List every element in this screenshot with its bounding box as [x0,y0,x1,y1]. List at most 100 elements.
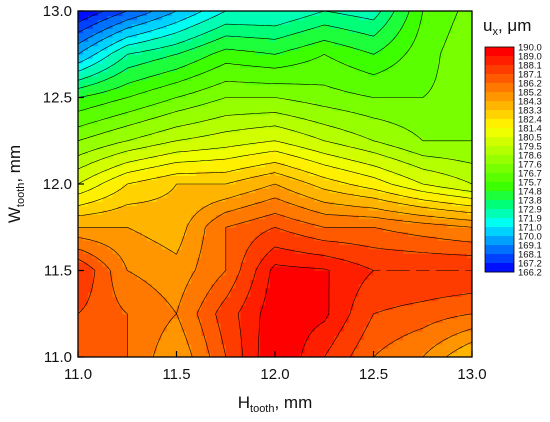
contour-cell [452,326,458,332]
contour-cell [181,235,187,241]
contour-cell [279,222,286,228]
contour-cell [334,339,340,345]
contour-cell [388,253,394,259]
contour-cell [87,201,94,207]
contour-cell [137,175,143,181]
contour-cell [329,192,335,198]
contour-cell [442,97,448,103]
contour-cell [102,287,109,293]
contour-cell [324,292,330,298]
contour-cell [373,322,380,328]
contour-cell [82,188,89,194]
contour-cell [176,313,183,319]
contour-cell [407,114,414,120]
contour-cell [127,214,133,220]
contour-cell [156,132,163,138]
contour-cell [353,322,360,328]
contour-cell [186,140,192,146]
contour-cell [289,205,296,211]
contour-cell [270,132,276,138]
contour-cell [181,248,187,254]
contour-cell [339,296,345,302]
contour-cell [304,313,311,319]
contour-cell [467,287,472,293]
contour-cell [388,106,394,112]
contour-cell [437,196,444,202]
contour-cell [220,218,227,224]
contour-cell [388,270,394,276]
contour-cell [412,279,419,285]
contour-cell [87,244,94,250]
contour-cell [314,244,320,250]
contour-cell [339,136,345,142]
contour-cell [319,179,325,185]
contour-cell [457,283,463,289]
contour-cell [201,305,207,311]
contour-cell [275,292,281,298]
contour-cell [294,145,301,150]
contour-cell [245,257,251,263]
contour-cell [245,158,251,163]
contour-cell [206,140,212,146]
contour-cell [329,335,335,341]
contour-cell [284,123,291,129]
contour-cell [82,244,89,250]
contour-cell [299,313,306,319]
contour-cell [156,201,163,207]
contour-cell [151,192,158,198]
contour-cell [122,352,128,357]
contour-cell [294,335,301,341]
contour-cell [304,344,311,349]
contour-cell [462,136,468,142]
contour-cell [368,339,375,345]
contour-cell [82,93,89,99]
contour-cell [329,287,335,293]
contour-cell [378,88,384,94]
contour-cell [270,218,276,224]
contour-cell [383,88,389,94]
contour-cell [304,296,311,302]
contour-cell [255,214,261,220]
contour-cell [457,214,463,220]
contour-cell [210,93,217,99]
contour-cell [166,214,173,220]
contour-cell [132,175,138,181]
contour-cell [279,97,286,103]
contour-cell [403,331,409,336]
contour-cell [240,201,247,207]
contour-cell [457,257,463,263]
contour-cell [260,166,266,172]
contour-cell [447,119,453,125]
contour-cell [437,326,444,332]
contour-cell [166,101,173,107]
contour-cell [176,257,183,263]
contour-cell [176,97,183,103]
contour-cell [279,253,286,259]
contour-cell [240,218,247,224]
contour-cell [363,274,370,280]
contour-cell [102,101,109,107]
contour-cell [78,326,84,332]
contour-cell [181,192,187,198]
contour-cell [314,292,320,298]
contour-cell [102,110,109,116]
contour-cell [201,244,207,250]
contour-cell [339,145,345,150]
contour-cell [304,97,311,103]
contour-cell [299,123,306,129]
contour-cell [467,158,472,163]
contour-cell [427,201,434,207]
contour-cell [339,318,345,323]
contour-cell [161,266,168,272]
contour-cell [314,196,320,202]
contour-cell [171,140,178,146]
contour-cell [407,97,414,103]
contour-cell [132,348,138,354]
contour-cell [171,274,178,280]
contour-cell [146,101,153,107]
contour-cell [82,352,89,357]
contour-cell [289,201,296,207]
contour-cell [353,257,360,263]
contour-cell [260,222,266,228]
